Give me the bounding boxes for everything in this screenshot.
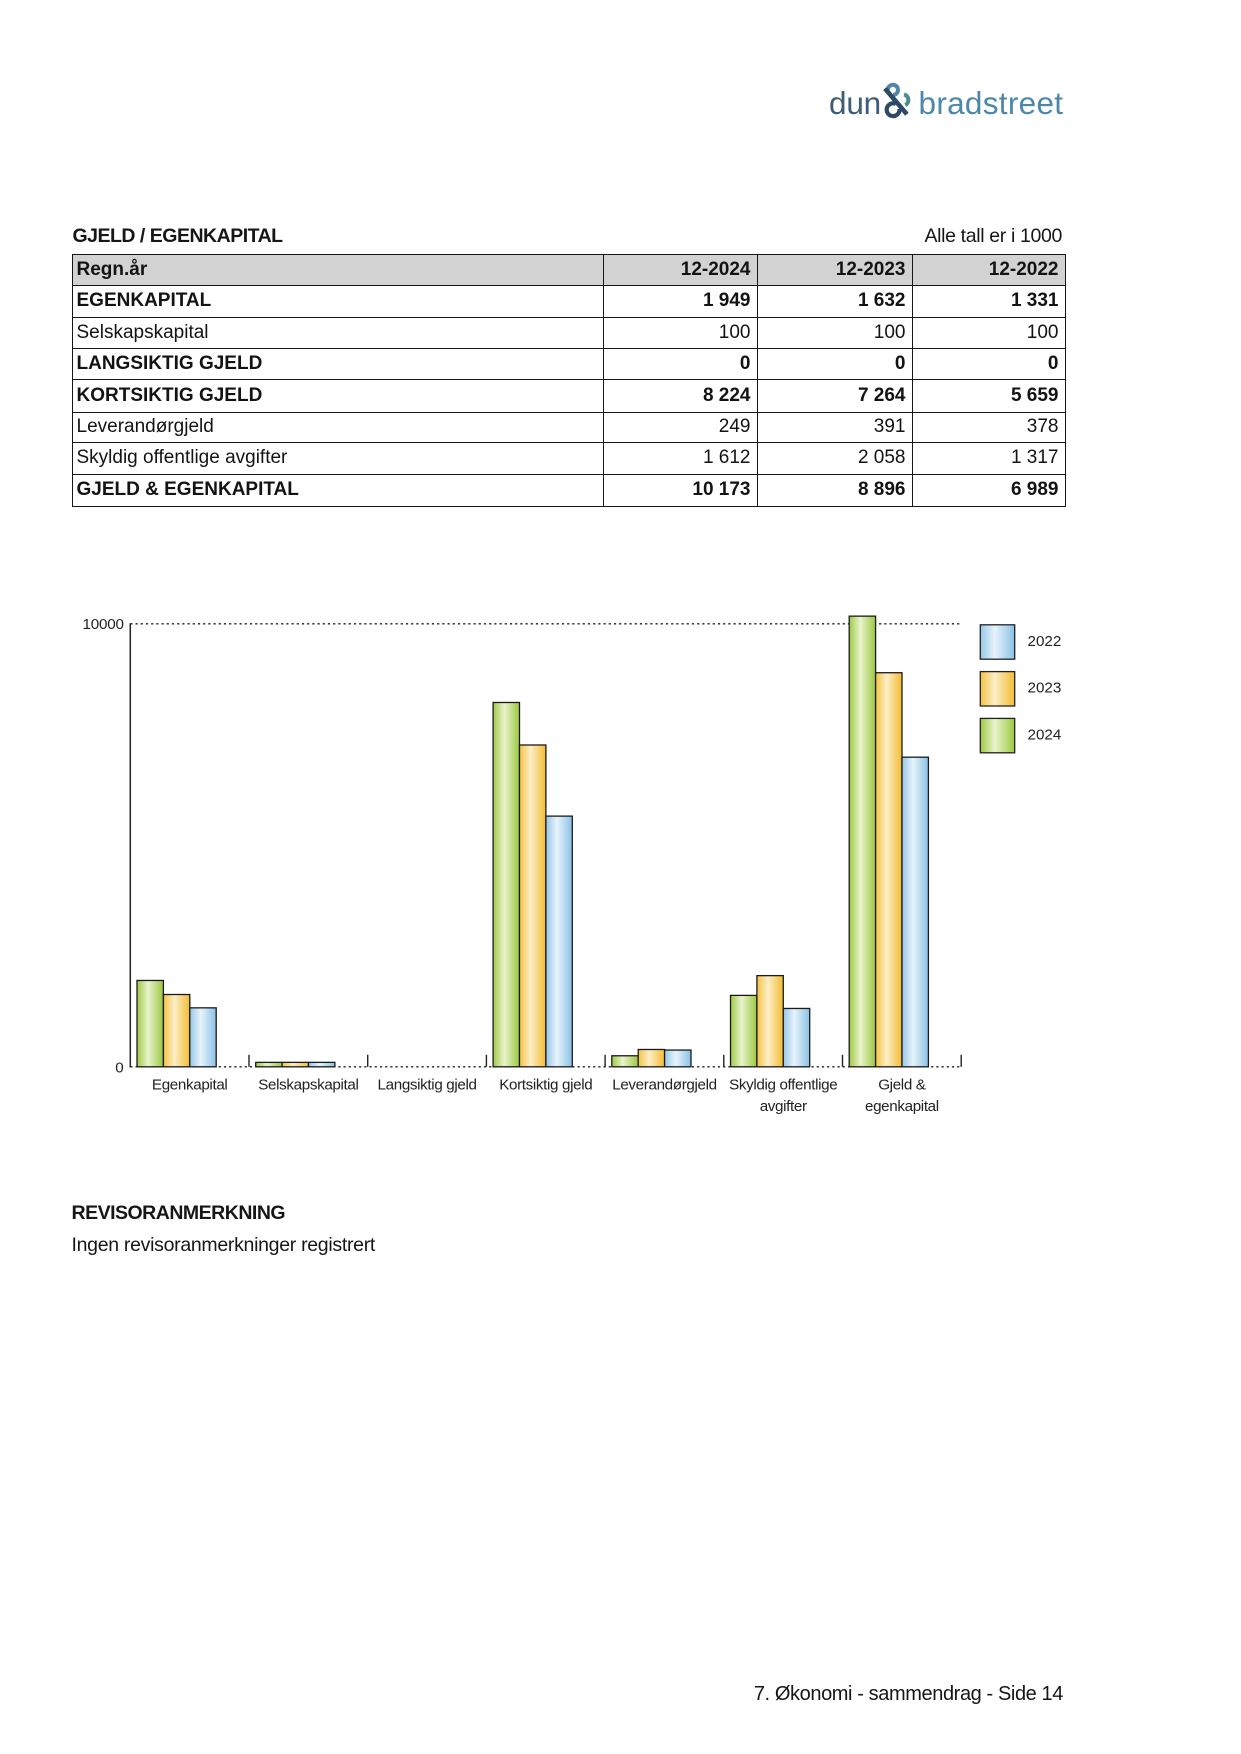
- svg-text:egenkapital: egenkapital: [865, 1098, 939, 1115]
- svg-text:Kortsiktig gjeld: Kortsiktig gjeld: [499, 1077, 592, 1094]
- svg-text:Langsiktig gjeld: Langsiktig gjeld: [378, 1077, 477, 1094]
- svg-text:Selskapskapital: Selskapskapital: [258, 1077, 358, 1094]
- svg-text:2023: 2023: [1028, 680, 1062, 697]
- svg-text:Gjeld &: Gjeld &: [878, 1077, 926, 1094]
- svg-text:2022: 2022: [1028, 633, 1062, 650]
- svg-text:Leverandørgjeld: Leverandørgjeld: [612, 1077, 717, 1094]
- svg-text:Skyldig offentlige: Skyldig offentlige: [729, 1077, 837, 1094]
- svg-text:Egenkapital: Egenkapital: [152, 1077, 228, 1094]
- svg-text:2024: 2024: [1028, 727, 1062, 744]
- svg-text:0: 0: [115, 1060, 123, 1077]
- svg-text:avgifter: avgifter: [760, 1098, 807, 1115]
- svg-text:10000: 10000: [82, 616, 123, 633]
